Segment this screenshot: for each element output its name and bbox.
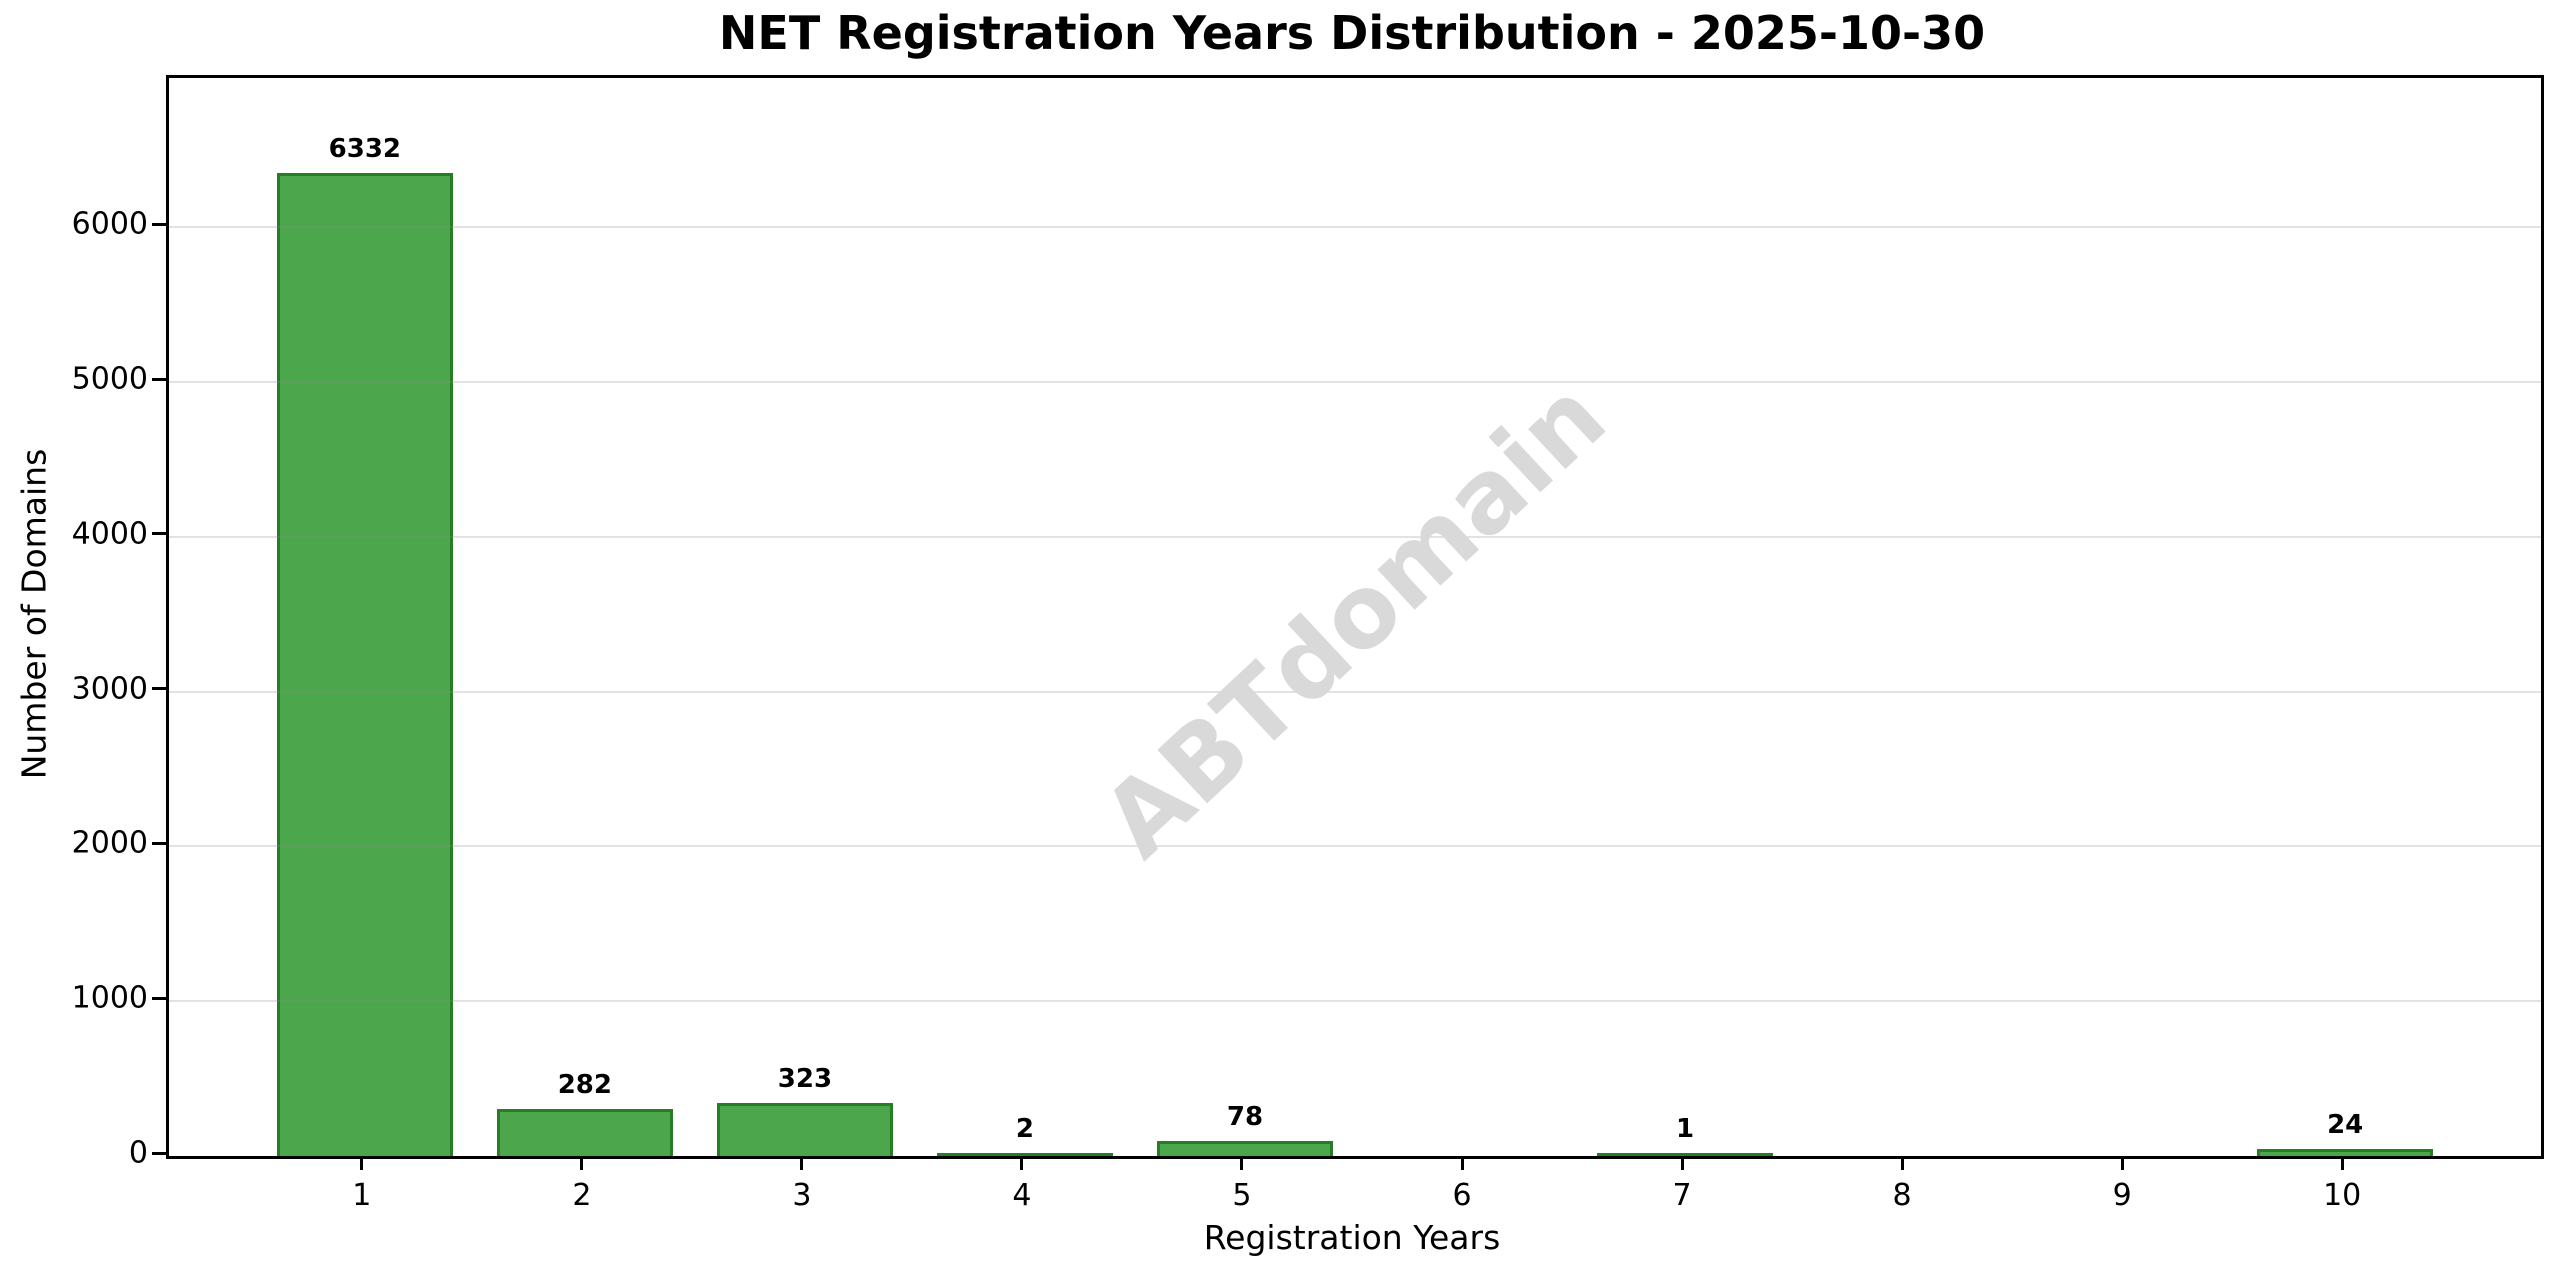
bar-year-10 [2257, 1149, 2434, 1156]
x-axis-label: Registration Years [1203, 1218, 1501, 1257]
bar-year-3 [716, 1103, 893, 1156]
x-tick-label-8: 8 [1892, 1178, 1912, 1213]
bar-value-label-7: 1 [1676, 1113, 1695, 1144]
gridline-y-5000 [169, 381, 2541, 384]
y-tick-label-6000: 6000 [71, 206, 148, 242]
y-tick-3000 [152, 687, 166, 691]
x-tick-label-4: 4 [1012, 1178, 1032, 1213]
x-tick-6 [1460, 1156, 1464, 1170]
y-tick-label-3000: 3000 [71, 671, 148, 707]
bar-value-label-4: 2 [1015, 1113, 1034, 1144]
plot-area: ABTdomain 6332 282 323 2 78 1 24 [166, 75, 2544, 1159]
y-tick-0 [152, 1151, 166, 1155]
gridline-y-6000 [169, 226, 2541, 229]
x-tick-label-9: 9 [2112, 1178, 2132, 1213]
bar-year-4 [936, 1152, 1113, 1156]
gridline-y-2000 [169, 845, 2541, 848]
y-tick-6000 [152, 222, 166, 226]
x-tick-label-5: 5 [1232, 1178, 1252, 1213]
y-tick-label-1000: 1000 [71, 980, 148, 1016]
x-tick-5 [1240, 1156, 1244, 1170]
chart-title: NET Registration Years Distribution - 20… [718, 6, 1986, 60]
x-tick-label-10: 10 [2323, 1178, 2362, 1213]
y-tick-label-2000: 2000 [71, 825, 148, 861]
x-tick-label-3: 3 [792, 1178, 812, 1213]
gridline-y-3000 [169, 690, 2541, 693]
x-tick-label-1: 1 [352, 1178, 372, 1213]
y-axis-label: Number of Domains [14, 448, 54, 780]
y-tick-2000 [152, 841, 166, 845]
gridline-y-4000 [169, 535, 2541, 538]
y-tick-5000 [152, 377, 166, 381]
y-tick-label-5000: 5000 [71, 361, 148, 397]
bar-value-label-2: 282 [557, 1070, 612, 1101]
bar-value-label-1: 6332 [328, 133, 402, 164]
x-tick-label-2: 2 [572, 1178, 592, 1213]
bar-value-label-5: 78 [1226, 1101, 1264, 1132]
y-tick-1000 [152, 996, 166, 1000]
x-tick-1 [360, 1156, 364, 1170]
bar-value-label-3: 323 [777, 1064, 833, 1095]
watermark-text: ABTdomain [1080, 358, 1628, 880]
bar-year-2 [496, 1109, 673, 1156]
bar-year-1 [276, 172, 453, 1156]
gridline-y-1000 [169, 1000, 2541, 1003]
y-tick-label-4000: 4000 [71, 516, 148, 552]
x-tick-7 [1680, 1156, 1684, 1170]
x-tick-3 [800, 1156, 804, 1170]
x-tick-10 [2340, 1156, 2344, 1170]
bar-value-label-10: 24 [2327, 1110, 2364, 1141]
bar-year-7 [1597, 1152, 1774, 1156]
y-tick-4000 [152, 532, 166, 536]
x-tick-label-6: 6 [1452, 1178, 1472, 1213]
x-tick-9 [2120, 1156, 2124, 1170]
x-tick-4 [1020, 1156, 1024, 1170]
y-tick-label-0: 0 [128, 1135, 148, 1171]
x-tick-8 [1900, 1156, 1904, 1170]
bar-year-5 [1156, 1140, 1333, 1156]
x-tick-2 [580, 1156, 584, 1170]
x-tick-label-7: 7 [1672, 1178, 1692, 1213]
